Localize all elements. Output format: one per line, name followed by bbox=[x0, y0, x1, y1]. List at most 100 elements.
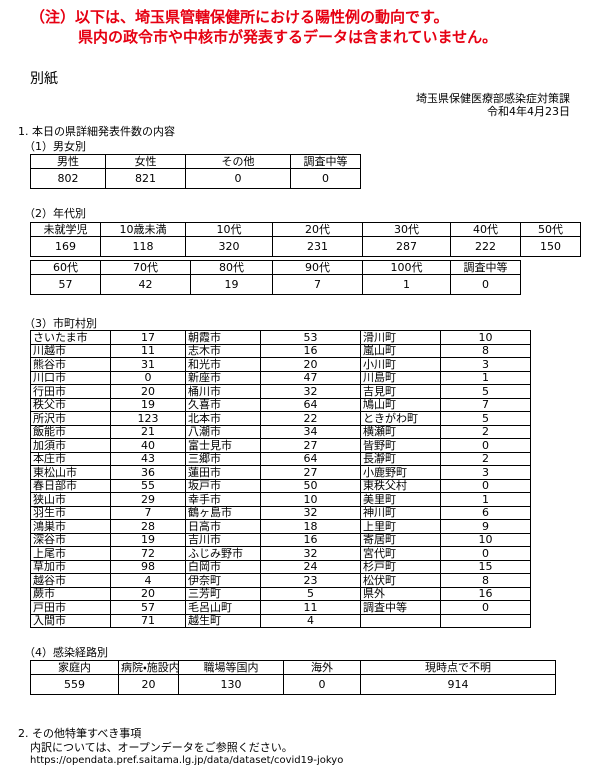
count-cell: 17 bbox=[110, 330, 186, 345]
count-cell: 16 bbox=[260, 532, 361, 547]
count-cell: 21 bbox=[110, 424, 186, 439]
count-cell: 24 bbox=[260, 559, 361, 574]
count-cell: 36 bbox=[110, 465, 186, 480]
value-cell: 1 bbox=[362, 274, 451, 295]
notice: 県内の政令市や中核市が発表するデータは含まれていません。 bbox=[78, 28, 498, 46]
count-cell: 0 bbox=[440, 546, 531, 561]
count-cell: 19 bbox=[110, 397, 186, 412]
table-row: 狭山市 29 幸手市 10 美里町 1 bbox=[30, 492, 531, 507]
header-cell: 30代 bbox=[362, 222, 451, 237]
table-row: 60代 70代 80代 90代 100代 調査中等 bbox=[30, 260, 521, 275]
table-row: 川口市 0 新座市 47 川島町 1 bbox=[30, 370, 531, 385]
count-cell: 5 bbox=[440, 411, 531, 426]
municipality-name: 鴻巣市 bbox=[30, 519, 111, 534]
value-cell: 20 bbox=[118, 674, 179, 695]
municipality-name: 小鹿野町 bbox=[360, 465, 441, 480]
table-row: さいたま市 17 朝霞市 53 滑川町 10 bbox=[30, 330, 531, 345]
municipality-name: 東秩父村 bbox=[360, 478, 441, 493]
header-cell: 調査中等 bbox=[450, 260, 521, 275]
table-row: 草加市 98 白岡市 24 杉戸町 15 bbox=[30, 559, 531, 574]
municipality-name: 富士見市 bbox=[185, 438, 261, 453]
empty-cell bbox=[360, 613, 441, 628]
count-cell: 0 bbox=[440, 478, 531, 493]
municipality-name: 川口市 bbox=[30, 370, 111, 385]
table-row: 未就学児 10歳未満 10代 20代 30代 40代 50代 bbox=[30, 222, 581, 237]
count-cell: 0 bbox=[440, 600, 531, 615]
header-cell: 50代 bbox=[520, 222, 581, 237]
header-cell: 未就学児 bbox=[30, 222, 101, 237]
value-cell: 231 bbox=[272, 236, 363, 257]
table-row: 559 20 130 0 914 bbox=[30, 674, 556, 695]
count-cell: 64 bbox=[260, 397, 361, 412]
municipality-name: 伊奈町 bbox=[185, 573, 261, 588]
municipality-name: 熊谷市 bbox=[30, 357, 111, 372]
value-cell: 914 bbox=[360, 674, 556, 695]
municipality-name: 秩父市 bbox=[30, 397, 111, 412]
empty-cell bbox=[440, 613, 531, 628]
table-row: 802 821 0 0 bbox=[30, 168, 361, 189]
count-cell: 20 bbox=[110, 586, 186, 601]
count-cell: 0 bbox=[440, 438, 531, 453]
count-cell: 16 bbox=[440, 586, 531, 601]
count-cell: 5 bbox=[440, 384, 531, 399]
municipality-name: 幸手市 bbox=[185, 492, 261, 507]
table-row: 川越市 11 志木市 16 嵐山町 8 bbox=[30, 343, 531, 358]
value-cell: 287 bbox=[362, 236, 451, 257]
count-cell: 0 bbox=[110, 370, 186, 385]
table-row: 行田市 20 桶川市 32 吉見町 5 bbox=[30, 384, 531, 399]
count-cell: 32 bbox=[260, 546, 361, 561]
value-cell: 821 bbox=[105, 168, 186, 189]
header-cell: 家庭内 bbox=[30, 660, 119, 675]
municipality-name: 本庄市 bbox=[30, 451, 111, 466]
municipality-name: 寄居町 bbox=[360, 532, 441, 547]
count-cell: 64 bbox=[260, 451, 361, 466]
value-cell: 0 bbox=[185, 168, 291, 189]
municipality-name: 神川町 bbox=[360, 505, 441, 520]
municipality-name: 加須市 bbox=[30, 438, 111, 453]
count-cell: 47 bbox=[260, 370, 361, 385]
count-cell: 16 bbox=[260, 343, 361, 358]
header-cell: 女性 bbox=[105, 154, 186, 169]
department: 埼玉県保健医療部感染症対策課 bbox=[416, 92, 570, 105]
count-cell: 32 bbox=[260, 505, 361, 520]
count-cell: 57 bbox=[110, 600, 186, 615]
count-cell: 8 bbox=[440, 343, 531, 358]
header-cell: 男性 bbox=[30, 154, 106, 169]
municipality-name: 新座市 bbox=[185, 370, 261, 385]
subsection-title: （2）年代別 bbox=[24, 207, 86, 220]
count-cell: 18 bbox=[260, 519, 361, 534]
count-cell: 3 bbox=[440, 465, 531, 480]
municipality-name: 上尾市 bbox=[30, 546, 111, 561]
count-cell: 40 bbox=[110, 438, 186, 453]
count-cell: 1 bbox=[440, 492, 531, 507]
municipality-name: 三芳町 bbox=[185, 586, 261, 601]
count-cell: 19 bbox=[110, 532, 186, 547]
count-cell: 11 bbox=[260, 600, 361, 615]
table-row: 越谷市 4 伊奈町 23 松伏町 8 bbox=[30, 573, 531, 588]
municipality-name: 久喜市 bbox=[185, 397, 261, 412]
count-cell: 123 bbox=[110, 411, 186, 426]
count-cell: 71 bbox=[110, 613, 186, 628]
count-cell: 3 bbox=[440, 357, 531, 372]
table-row: 入間市 71 越生町 4 bbox=[30, 613, 531, 628]
municipality-name: 吉川市 bbox=[185, 532, 261, 547]
header-cell: 調査中等 bbox=[290, 154, 361, 169]
municipality-name: 小川町 bbox=[360, 357, 441, 372]
municipality-name: 飯能市 bbox=[30, 424, 111, 439]
count-cell: 28 bbox=[110, 519, 186, 534]
value-cell: 7 bbox=[272, 274, 363, 295]
count-cell: 27 bbox=[260, 465, 361, 480]
municipality-name: さいたま市 bbox=[30, 330, 111, 345]
count-cell: 43 bbox=[110, 451, 186, 466]
subsection-title: （4）感染経路別 bbox=[24, 646, 108, 659]
municipality-name: 杉戸町 bbox=[360, 559, 441, 574]
table-row: 上尾市 72 ふじみ野市 32 宮代町 0 bbox=[30, 546, 531, 561]
value-cell: 222 bbox=[450, 236, 521, 257]
count-cell: 50 bbox=[260, 478, 361, 493]
count-cell: 4 bbox=[260, 613, 361, 628]
header-cell: 100代 bbox=[362, 260, 451, 275]
value-cell: 169 bbox=[30, 236, 101, 257]
municipality-name: 行田市 bbox=[30, 384, 111, 399]
header-cell: 70代 bbox=[100, 260, 191, 275]
